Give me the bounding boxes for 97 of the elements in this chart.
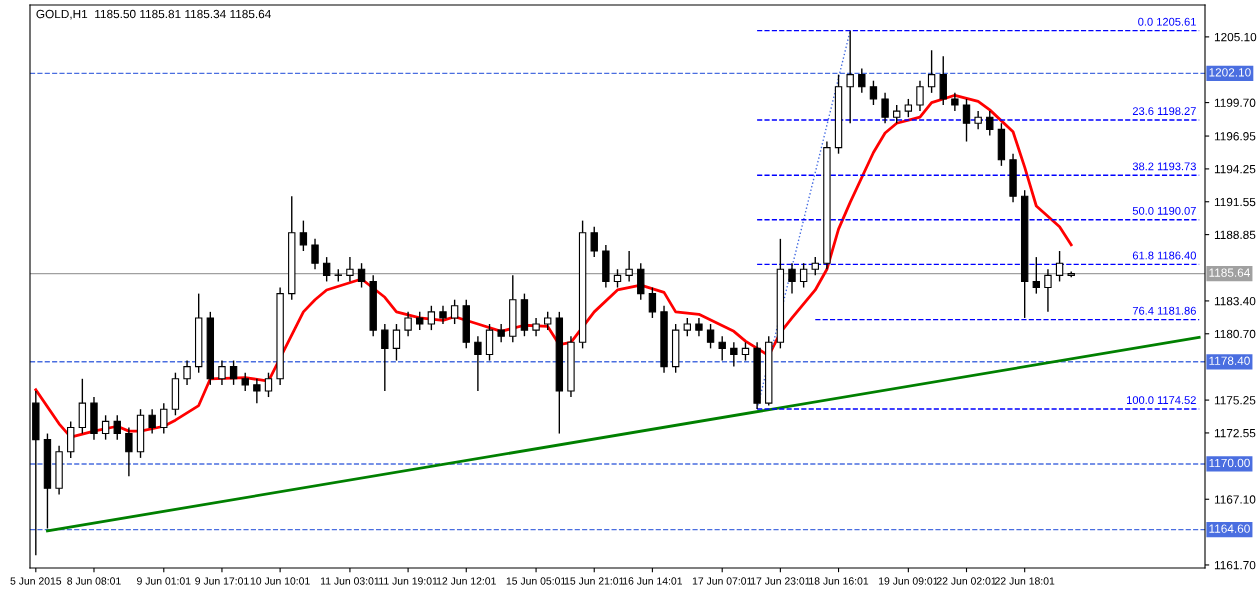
candlestick <box>439 305 447 325</box>
candlestick <box>986 110 994 137</box>
candlestick <box>916 79 924 112</box>
candlestick <box>695 317 703 337</box>
x-tick-label: 11 Jun 19:01 <box>379 577 438 585</box>
x-tick-label: 17 Jun 23:01 <box>751 577 810 585</box>
series-label: 38.2 1193.73 <box>1132 162 1196 171</box>
candlestick <box>241 372 249 392</box>
candlestick <box>322 256 331 283</box>
candlestick <box>544 311 552 331</box>
candlestick <box>392 323 401 362</box>
series-label: 61.8 1186.40 <box>1132 251 1196 260</box>
x-tick-label: 15 Jun 05:01 <box>506 577 566 585</box>
y-tick-label: 1175.25 <box>1214 396 1256 405</box>
candlestick <box>264 372 273 398</box>
x-tick-label: 8 Jun 08:01 <box>67 577 121 585</box>
candlestick <box>846 29 854 124</box>
candlestick <box>125 426 133 477</box>
candlestick <box>101 414 110 441</box>
series-label: 50.0 1190.07 <box>1132 206 1196 215</box>
ref-line-label: 1185.64 <box>1209 268 1250 277</box>
series-label: 100.0 1174.52 <box>1127 396 1196 404</box>
candlestick <box>404 311 412 337</box>
candlestick <box>427 305 436 331</box>
y-tick-label: 1183.40 <box>1214 296 1256 306</box>
chart-title: GOLD,H1 1185.50 1185.81 1185.34 1185.64 <box>36 9 271 20</box>
x-tick-label: 5 Jun 2015 <box>10 577 62 585</box>
x-tick-label: 17 Jun 07:01 <box>692 577 752 585</box>
candlestick <box>625 250 633 283</box>
candlestick <box>450 299 459 325</box>
y-tick-label: 1161.70 <box>1214 560 1256 570</box>
candlestick <box>706 323 715 350</box>
y-tick-label: 1188.85 <box>1214 230 1256 239</box>
candlestick <box>416 311 424 331</box>
y-tick-label: 1196.95 <box>1214 132 1256 141</box>
candlestick <box>858 67 866 94</box>
x-tick-label: 22 Jun 18:01 <box>995 577 1055 585</box>
candlestick <box>1044 268 1052 313</box>
candlestick <box>253 378 261 404</box>
candlestick <box>474 335 482 392</box>
candlestick <box>869 79 878 106</box>
candlestick <box>951 92 959 112</box>
candlestick <box>1055 250 1064 283</box>
candlestick <box>357 262 366 289</box>
candlestick <box>346 256 354 283</box>
x-tick-label: 22 Jun 02:01 <box>936 577 997 585</box>
candlestick <box>497 323 505 343</box>
candlestick <box>311 238 319 270</box>
x-tick-label: 9 Jun 17:01 <box>195 577 249 585</box>
x-tick-label: 11 Jun 03:01 <box>320 577 380 585</box>
candlestick <box>381 323 389 392</box>
candlestick <box>148 408 156 435</box>
y-tick-label: 1180.70 <box>1214 329 1256 339</box>
y-tick-label: 1172.55 <box>1214 428 1256 438</box>
candlestick <box>113 414 121 441</box>
x-tick-label: 19 Jun 09:01 <box>879 577 938 585</box>
x-tick-label: 12 Jun 12:01 <box>436 577 496 585</box>
candlestick <box>613 268 622 289</box>
candlestick <box>811 256 819 277</box>
y-tick-label: 1194.25 <box>1214 164 1256 174</box>
candlestick <box>683 317 691 337</box>
candlestick <box>532 317 540 337</box>
y-tick-label: 1191.55 <box>1214 197 1256 207</box>
candlestick <box>881 92 889 124</box>
candlestick <box>962 98 971 143</box>
candlestick <box>730 341 738 368</box>
candlestick <box>229 359 238 386</box>
candlestick <box>741 341 750 362</box>
candlestick <box>788 262 796 295</box>
x-tick-label: 9 Jun 01:01 <box>137 577 191 585</box>
series-label: 0.0 1205.61 <box>1138 17 1196 26</box>
candlestick <box>718 335 726 362</box>
candlestick <box>183 359 191 386</box>
candlestick <box>218 359 226 386</box>
candlestick <box>927 49 936 94</box>
x-tick-label: 15 Jun 21:01 <box>564 577 624 585</box>
ref-line-label: 1170.00 <box>1209 458 1250 468</box>
y-tick-label: 1199.70 <box>1214 98 1256 107</box>
candlestick <box>799 262 808 289</box>
candlestick <box>299 219 308 252</box>
candlestick <box>590 226 598 258</box>
x-tick-label: 10 Jun 10:01 <box>250 577 310 585</box>
y-tick-label: 1205.10 <box>1214 32 1257 42</box>
y-tick-label: 1167.10 <box>1214 495 1256 504</box>
candlestick <box>893 104 901 124</box>
candlestick <box>648 286 657 319</box>
x-tick-label: 18 Jun 16:01 <box>809 577 869 585</box>
ref-line-label: 1178.40 <box>1209 356 1250 365</box>
candlestick <box>974 110 982 131</box>
series-label: 76.4 1181.86 <box>1132 306 1196 315</box>
ref-line-label: 1202.10 <box>1209 68 1251 77</box>
candlestick <box>1032 256 1041 295</box>
ref-line-label: 1164.60 <box>1209 524 1250 533</box>
x-tick-label: 16 Jun 14:01 <box>623 577 683 585</box>
series-label: 23.6 1198.27 <box>1132 107 1196 116</box>
candlestick <box>160 402 168 435</box>
candlestick <box>904 98 913 118</box>
